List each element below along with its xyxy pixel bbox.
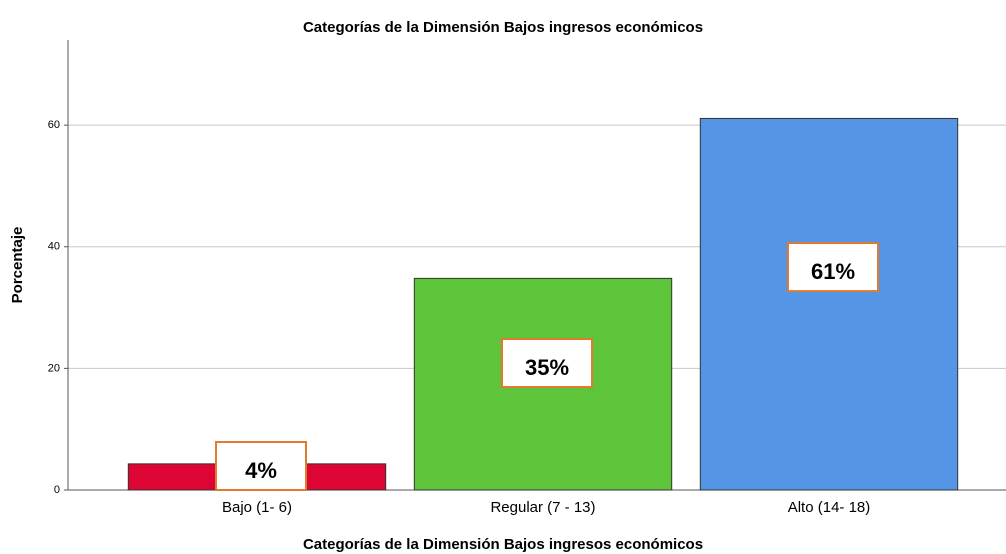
y-tick-label: 0	[54, 484, 60, 496]
value-label: 61%	[811, 259, 855, 284]
x-tick-label: Bajo (1- 6)	[222, 499, 292, 516]
y-tick-label: 40	[48, 241, 60, 253]
bar	[699, 117, 959, 491]
y-tick-label: 60	[48, 119, 60, 131]
value-label-box	[501, 338, 593, 389]
value-label: 4%	[245, 458, 277, 483]
value-label-box	[215, 441, 307, 491]
chart-title: Categorías de la Dimensión Bajos ingreso…	[303, 19, 703, 36]
y-axis-label: Porcentaje	[9, 227, 26, 304]
x-tick-label: Regular (7 - 13)	[490, 499, 595, 516]
x-tick-label: Alto (14- 18)	[788, 499, 871, 516]
value-label-box	[787, 242, 879, 293]
x-axis-label: Categorías de la Dimensión Bajos ingreso…	[303, 536, 703, 553]
y-tick-label: 20	[48, 362, 60, 374]
value-label: 35%	[525, 355, 569, 380]
